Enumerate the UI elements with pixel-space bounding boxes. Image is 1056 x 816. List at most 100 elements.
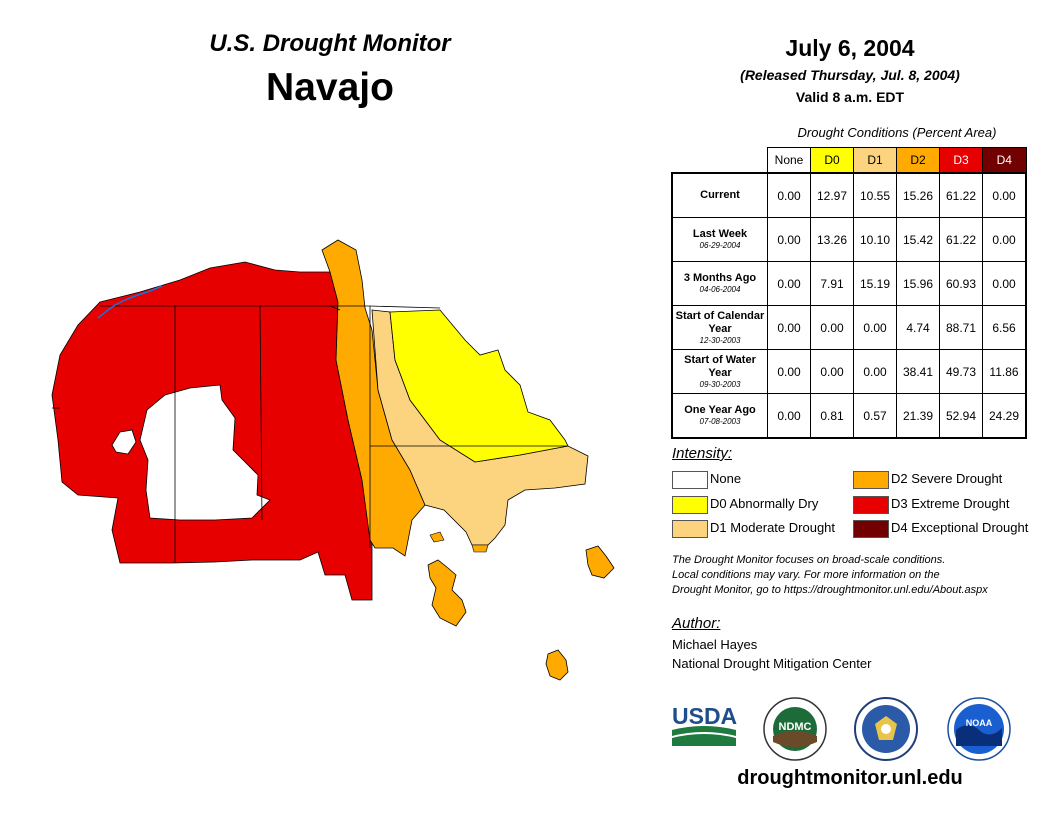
district-boundaries	[52, 305, 568, 563]
value-cell: 0.00	[853, 305, 897, 350]
row-label-cell: 3 Months Ago 04-06-2004	[671, 261, 768, 306]
value-cell: 49.73	[939, 349, 983, 394]
value-cell: 38.41	[896, 349, 940, 394]
release-date: (Released Thursday, Jul. 8, 2004)	[740, 67, 960, 83]
row-date: 12-30-2003	[699, 335, 741, 345]
drought-map	[51, 239, 615, 681]
row-label: 3 Months Ago	[683, 272, 757, 284]
value-cell: 15.26	[896, 172, 940, 218]
author-name: Michael Hayes	[672, 637, 758, 652]
website-url[interactable]: droughtmonitor.unl.edu	[737, 767, 963, 789]
value-cell: 15.19	[853, 261, 897, 306]
map-title: U.S. Drought Monitor	[209, 30, 451, 57]
header-blank	[672, 148, 768, 174]
value-cell: 52.94	[939, 393, 983, 439]
ndmc-logo-text: NDMC	[779, 721, 812, 733]
value-cell: 7.91	[810, 261, 854, 306]
d2-patch-2	[585, 545, 615, 579]
value-cell: 60.93	[939, 261, 983, 306]
value-cell: 10.55	[853, 172, 897, 218]
legend-swatch	[672, 520, 708, 538]
value-cell: 0.00	[767, 305, 811, 350]
header-d1: D1	[853, 147, 897, 174]
table-row: Start of Water Year 09-30-2003 0.00 0.00 0.0…	[671, 349, 1027, 394]
note-line-1: The Drought Monitor focuses on broad-sca…	[672, 554, 946, 566]
row-label: Current	[700, 189, 740, 201]
row-label: Last Week	[692, 228, 748, 240]
table-body: Current 0.00 12.97 10.55 15.26 61.22 0.00 Last …	[671, 172, 1027, 439]
none-islet	[111, 429, 137, 455]
none-region	[139, 384, 271, 521]
row-label: One Year Ago	[684, 404, 756, 416]
value-cell: 10.10	[853, 217, 897, 262]
row-date: 09-30-2003	[699, 379, 741, 389]
legend-swatch	[672, 496, 708, 514]
value-cell: 0.00	[767, 261, 811, 306]
row-date: 07-08-2003	[699, 417, 741, 426]
row-label-cell: Last Week 06-29-2004	[671, 217, 768, 262]
value-cell: 0.00	[767, 172, 811, 218]
value-cell: 0.00	[982, 172, 1027, 218]
ndmc-logo: NDMC	[763, 697, 827, 761]
d2-patch-5	[429, 531, 445, 543]
value-cell: 0.00	[810, 305, 854, 350]
d2-patch-4	[471, 544, 489, 553]
value-cell: 0.00	[982, 217, 1027, 262]
table-header-row: None D0 D1 D2 D3 D4	[672, 147, 1027, 174]
header-d0: D0	[810, 147, 854, 174]
value-cell: 0.00	[982, 261, 1027, 306]
d2-region	[321, 239, 426, 557]
note-line-2: Local conditions may vary. For more info…	[672, 569, 940, 581]
legend-title: Intensity:	[672, 445, 733, 462]
table-row: Current 0.00 12.97 10.55 15.26 61.22 0.00	[671, 172, 1027, 218]
header-none: None	[767, 147, 811, 174]
row-label-cell: Start of Water Year 09-30-2003	[671, 349, 768, 394]
legend-label: D1 Moderate Drought	[710, 520, 836, 535]
table-caption: Drought Conditions (Percent Area)	[797, 125, 997, 140]
usda-logo-text: USDA	[672, 703, 737, 729]
legend-swatch	[853, 471, 889, 489]
value-cell: 24.29	[982, 393, 1027, 439]
value-cell: 0.00	[767, 393, 811, 439]
value-cell: 0.00	[767, 217, 811, 262]
d2-patch-3	[545, 649, 569, 681]
noaa-logo-text: NOAA	[966, 718, 993, 728]
legend-label: D0 Abnormally Dry	[710, 496, 819, 511]
value-cell: 15.96	[896, 261, 940, 306]
value-cell: 0.81	[810, 393, 854, 439]
legend-swatch	[672, 471, 708, 489]
author-org: National Drought Mitigation Center	[672, 656, 872, 671]
map-date: July 6, 2004	[785, 35, 915, 61]
row-date: 06-29-2004	[699, 241, 741, 250]
value-cell: 12.97	[810, 172, 854, 218]
row-label: Start of Calendar Year	[675, 309, 765, 335]
table-row: 3 Months Ago 04-06-2004 0.00 7.91 15.19 15.96…	[671, 261, 1027, 306]
value-cell: 11.86	[982, 349, 1027, 394]
usda-logo: USDA	[672, 703, 737, 746]
value-cell: 0.00	[853, 349, 897, 394]
value-cell: 13.26	[810, 217, 854, 262]
row-label-cell: One Year Ago 07-08-2003	[671, 393, 768, 439]
author-title: Author:	[672, 615, 721, 632]
legend-label: D2 Severe Drought	[891, 471, 1003, 486]
header-d3: D3	[939, 147, 983, 174]
d0-region	[389, 309, 569, 463]
d2-patch-1	[427, 559, 467, 627]
legend-swatch	[853, 496, 889, 514]
table-row: Last Week 06-29-2004 0.00 13.26 10.10 15.42 61…	[671, 217, 1027, 262]
value-cell: 0.00	[767, 349, 811, 394]
value-cell: 21.39	[896, 393, 940, 439]
value-cell: 61.22	[939, 217, 983, 262]
river	[97, 285, 163, 319]
valid-time: Valid 8 a.m. EDT	[795, 89, 905, 105]
legend-label: None	[710, 471, 742, 486]
header-d4: D4	[982, 147, 1027, 174]
note-text: The Drought Monitor focuses on broad-sca…	[672, 553, 1042, 598]
value-cell: 6.56	[982, 305, 1027, 350]
value-cell: 15.42	[896, 217, 940, 262]
noaa-logo: NOAA	[947, 697, 1011, 761]
table-row: Start of Calendar Year 12-30-2003 0.00 0.00…	[671, 305, 1027, 350]
commerce-logo	[854, 697, 918, 761]
note-line-3: Drought Monitor, go to https://droughtmo…	[672, 584, 988, 596]
row-date: 04-06-2004	[699, 285, 741, 294]
